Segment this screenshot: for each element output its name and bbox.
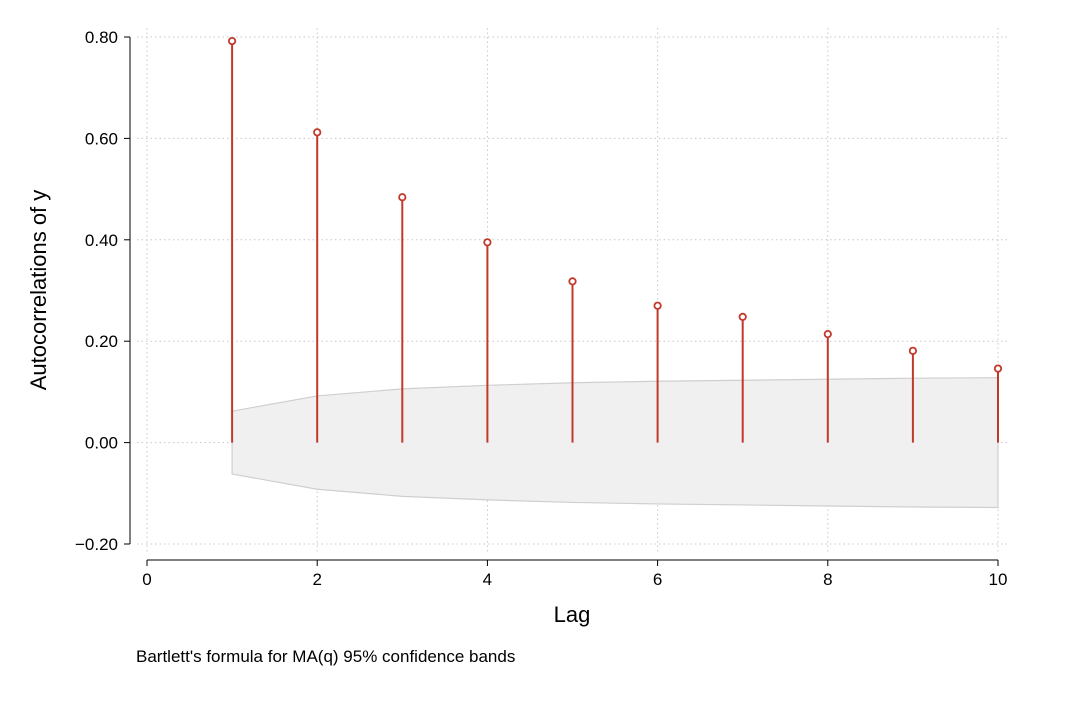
acf-marker bbox=[823, 330, 832, 339]
axes: −0.20 0.00 0.20 0.40 0.60 0.80 0 2 4 6 8 10 bbox=[75, 28, 1007, 589]
acf-marker bbox=[313, 128, 322, 137]
x-tick-label: 10 bbox=[989, 570, 1008, 589]
y-tick-label: −0.20 bbox=[75, 535, 118, 554]
x-tick-label: 8 bbox=[823, 570, 832, 589]
autocorrelation-stems bbox=[228, 36, 1003, 443]
x-tick-label: 2 bbox=[312, 570, 321, 589]
y-tick-label: 0.00 bbox=[85, 434, 118, 453]
y-axis-title: Autocorrelations of y bbox=[26, 190, 51, 391]
x-axis-title: Lag bbox=[554, 602, 591, 627]
confidence-band-area bbox=[231, 377, 999, 509]
x-tick-label: 4 bbox=[483, 570, 492, 589]
chart-note: Bartlett's formula for MA(q) 95% confide… bbox=[136, 647, 515, 666]
y-tick-label: 0.80 bbox=[85, 28, 118, 47]
confidence-band bbox=[231, 377, 999, 509]
acf-marker bbox=[738, 312, 747, 321]
y-tick-label: 0.20 bbox=[85, 332, 118, 351]
acf-marker bbox=[568, 277, 577, 286]
acf-marker bbox=[993, 364, 1003, 373]
acf-marker bbox=[653, 301, 662, 310]
acf-marker bbox=[228, 36, 237, 46]
y-tick-label: 0.60 bbox=[85, 129, 118, 148]
acf-marker bbox=[483, 238, 492, 247]
acf-marker bbox=[398, 193, 407, 202]
acf-marker bbox=[908, 346, 918, 355]
x-tick-label: 0 bbox=[142, 570, 151, 589]
y-tick-label: 0.40 bbox=[85, 231, 118, 250]
x-tick-label: 6 bbox=[653, 570, 662, 589]
